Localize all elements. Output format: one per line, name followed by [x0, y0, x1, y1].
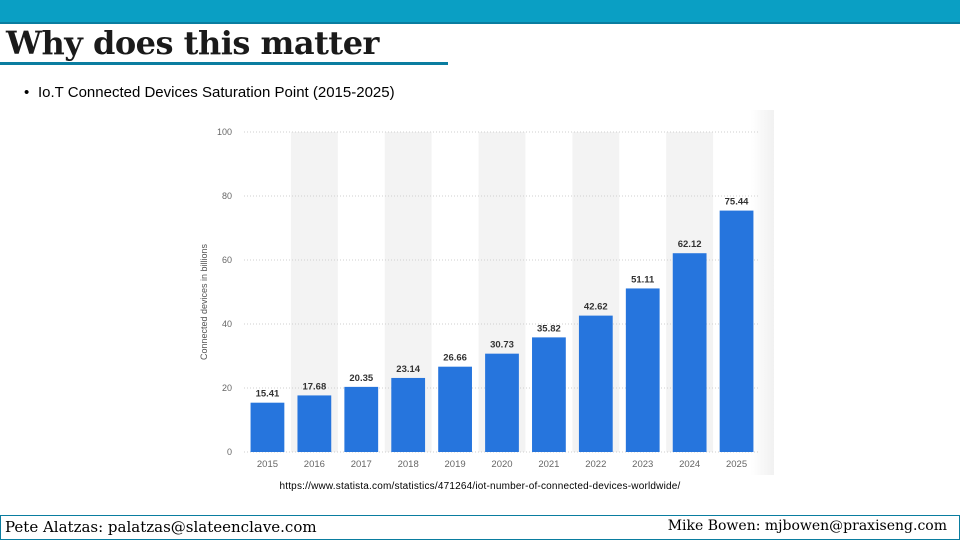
bar-2021 — [532, 337, 566, 452]
x-tick-label: 2022 — [585, 459, 606, 470]
data-label: 42.62 — [584, 302, 608, 313]
data-label: 26.66 — [443, 353, 467, 364]
data-label: 51.11 — [631, 274, 655, 285]
x-tick-label: 2015 — [257, 459, 278, 470]
x-tick-label: 2020 — [491, 459, 512, 470]
bar-2015 — [250, 402, 285, 452]
bar-2025 — [719, 210, 754, 452]
slide-title: Why does this matter — [6, 24, 379, 62]
top-accent-bar — [0, 0, 960, 24]
footer-left-contact: Pete Alatzas: palatzas@slateenclave.com — [5, 518, 317, 536]
x-tick-label: 2025 — [726, 459, 747, 470]
bar-2016 — [297, 395, 332, 452]
bullet-dot: • — [24, 84, 30, 101]
bar-2017 — [344, 386, 379, 452]
bar-chart: 0 20 40 60 80 100 Connected devices in billion… — [199, 127, 760, 470]
data-label: 35.82 — [537, 323, 561, 334]
x-tick-label: 2019 — [445, 459, 466, 470]
x-tick-label: 2017 — [351, 459, 372, 470]
footer-right-contact: Mike Bowen: mjbowen@praxiseng.com — [667, 518, 947, 534]
source-citation: https://www.statista.com/statistics/4712… — [279, 481, 681, 492]
y-tick-label: 0 — [227, 447, 232, 457]
data-label: 75.44 — [725, 197, 749, 208]
x-tick-label: 2016 — [304, 459, 325, 470]
data-label: 20.35 — [349, 373, 373, 384]
title-underline — [0, 62, 448, 65]
y-tick-label: 80 — [222, 191, 232, 201]
bar-2022 — [578, 315, 613, 452]
footer-bar: Pete Alatzas: palatzas@slateenclave.com … — [0, 515, 960, 540]
data-label: 30.73 — [490, 340, 514, 351]
x-tick-label: 2021 — [538, 459, 559, 470]
bar-2024 — [672, 253, 707, 452]
y-axis-title: Connected devices in billions — [199, 243, 209, 360]
bullet-text: Io.T Connected Devices Saturation Point … — [38, 84, 395, 101]
data-label: 23.14 — [396, 364, 420, 375]
data-label: 62.12 — [678, 239, 702, 250]
x-tick-label: 2023 — [632, 459, 653, 470]
bullet-item: • Io.T Connected Devices Saturation Point… — [24, 84, 395, 101]
x-tick-label: 2018 — [398, 459, 419, 470]
y-tick-label: 40 — [222, 319, 232, 329]
bar-2018 — [391, 377, 426, 452]
y-tick-label: 100 — [217, 127, 232, 137]
y-tick-label: 60 — [222, 255, 232, 265]
data-label: 17.68 — [302, 381, 326, 392]
x-tick-label: 2024 — [679, 459, 700, 470]
bar-2019 — [438, 366, 472, 452]
bar-2023 — [625, 288, 660, 452]
data-label: 15.41 — [256, 389, 280, 400]
bar-2020 — [485, 353, 519, 452]
y-tick-label: 20 — [222, 383, 232, 393]
chart-container: 0 20 40 60 80 100 Connected devices in billion… — [194, 110, 774, 475]
